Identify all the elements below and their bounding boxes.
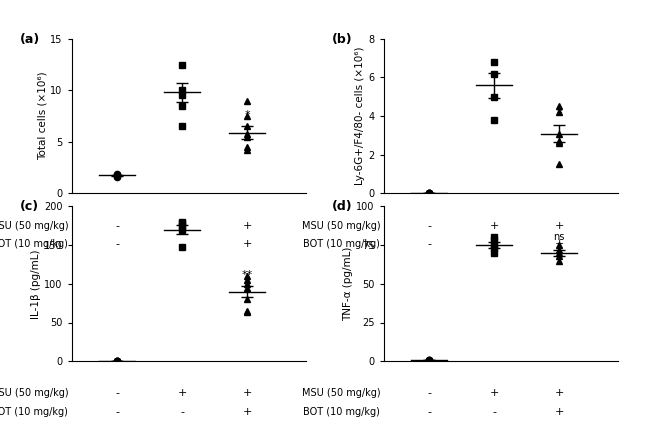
Text: (a): (a) (20, 33, 40, 46)
Text: +: + (242, 388, 252, 399)
Text: +: + (242, 239, 252, 249)
Text: BOT (10 mg/kg): BOT (10 mg/kg) (0, 407, 68, 417)
Text: +: + (242, 221, 252, 231)
Text: (c): (c) (20, 200, 39, 213)
Text: -: - (492, 239, 496, 249)
Text: +: + (554, 239, 564, 249)
Text: MSU (50 mg/kg): MSU (50 mg/kg) (302, 221, 380, 231)
Text: -: - (427, 407, 431, 417)
Y-axis label: IL-1β (pg/mL): IL-1β (pg/mL) (31, 249, 41, 319)
Y-axis label: Total cells (×10⁶): Total cells (×10⁶) (37, 72, 47, 160)
Text: *: * (556, 109, 562, 119)
Y-axis label: Ly-6G+/F4/80- cells (×10⁶): Ly-6G+/F4/80- cells (×10⁶) (356, 47, 365, 185)
Text: *: * (244, 110, 250, 120)
Text: MSU (50 mg/kg): MSU (50 mg/kg) (0, 221, 68, 231)
Text: +: + (177, 221, 187, 231)
Text: -: - (115, 239, 119, 249)
Text: (b): (b) (332, 33, 353, 46)
Text: MSU (50 mg/kg): MSU (50 mg/kg) (302, 388, 380, 399)
Text: -: - (115, 388, 119, 399)
Text: +: + (554, 221, 564, 231)
Text: +: + (489, 221, 499, 231)
Text: +: + (242, 407, 252, 417)
Text: (d): (d) (332, 200, 353, 213)
Text: +: + (554, 388, 564, 399)
Text: -: - (115, 407, 119, 417)
Text: -: - (180, 239, 184, 249)
Text: **: ** (241, 270, 253, 280)
Y-axis label: TNF-α (pg/mL): TNF-α (pg/mL) (343, 247, 354, 321)
Text: -: - (492, 407, 496, 417)
Text: ns: ns (553, 232, 565, 242)
Text: -: - (427, 221, 431, 231)
Text: BOT (10 mg/kg): BOT (10 mg/kg) (0, 239, 68, 249)
Text: +: + (554, 407, 564, 417)
Text: -: - (427, 239, 431, 249)
Text: -: - (180, 407, 184, 417)
Text: BOT (10 mg/kg): BOT (10 mg/kg) (304, 239, 380, 249)
Text: BOT (10 mg/kg): BOT (10 mg/kg) (304, 407, 380, 417)
Text: +: + (489, 388, 499, 399)
Text: MSU (50 mg/kg): MSU (50 mg/kg) (0, 388, 68, 399)
Text: -: - (427, 388, 431, 399)
Text: +: + (177, 388, 187, 399)
Text: -: - (115, 221, 119, 231)
